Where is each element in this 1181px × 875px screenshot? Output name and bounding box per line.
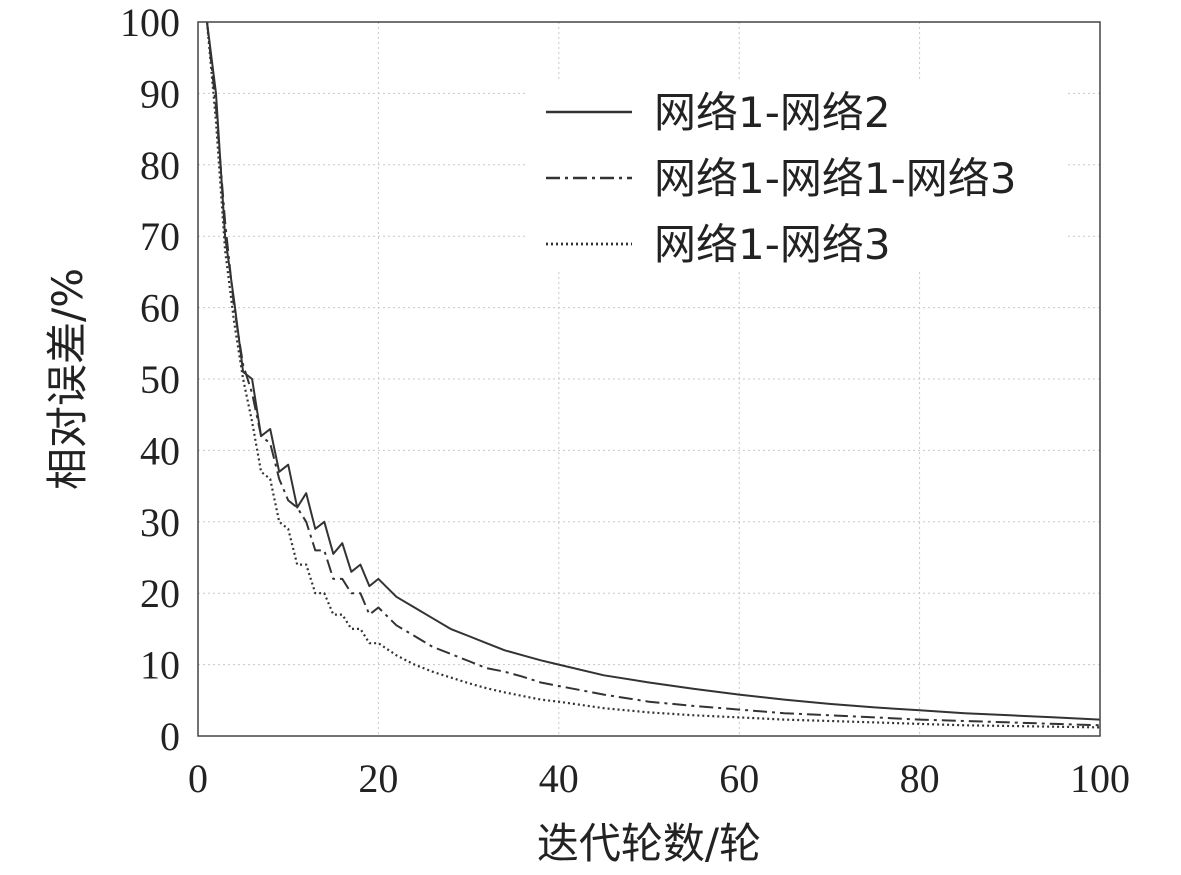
series-line-2 bbox=[206, 21, 1101, 727]
y-tick-label: 10 bbox=[140, 643, 180, 688]
y-tick-label: 60 bbox=[140, 286, 180, 331]
x-tick-label: 0 bbox=[188, 756, 208, 801]
legend-label-3: 网络1-网络3 bbox=[654, 220, 891, 269]
series-lines bbox=[205, 21, 1101, 729]
legend: 网络1-网络2 网络1-网络1-网络3 网络1-网络3 bbox=[528, 80, 1068, 270]
y-tick-label: 20 bbox=[140, 571, 180, 616]
plot-frame bbox=[197, 21, 1101, 737]
y-tick-label: 50 bbox=[140, 357, 180, 402]
x-tick-label: 60 bbox=[719, 756, 759, 801]
x-axis-label: 迭代轮数/轮 bbox=[537, 819, 761, 868]
legend-entries: 网络1-网络2 网络1-网络1-网络3 网络1-网络3 bbox=[546, 88, 1016, 269]
x-tick-label: 100 bbox=[1070, 756, 1130, 801]
series-line-1 bbox=[206, 21, 1101, 721]
x-tick-label: 40 bbox=[539, 756, 579, 801]
y-tick-label: 40 bbox=[140, 428, 180, 473]
y-tick-labels: 0 10 20 30 40 50 60 70 80 90 100 bbox=[120, 0, 180, 759]
y-tick-label: 70 bbox=[140, 214, 180, 259]
y-tick-label: 80 bbox=[140, 143, 180, 188]
y-tick-label: 100 bbox=[120, 0, 180, 45]
series-line-3 bbox=[205, 21, 1101, 729]
y-tick-label: 0 bbox=[160, 714, 180, 759]
x-tick-label: 80 bbox=[900, 756, 940, 801]
x-tick-label: 20 bbox=[358, 756, 398, 801]
legend-label-2: 网络1-网络1-网络3 bbox=[654, 154, 1016, 203]
y-tick-label: 30 bbox=[140, 500, 180, 545]
y-axis-label: 相对误差/% bbox=[43, 268, 92, 490]
y-tick-label: 90 bbox=[140, 71, 180, 116]
x-tick-labels: 0 20 40 60 80 100 bbox=[188, 756, 1130, 801]
legend-label-1: 网络1-网络2 bbox=[654, 88, 891, 137]
